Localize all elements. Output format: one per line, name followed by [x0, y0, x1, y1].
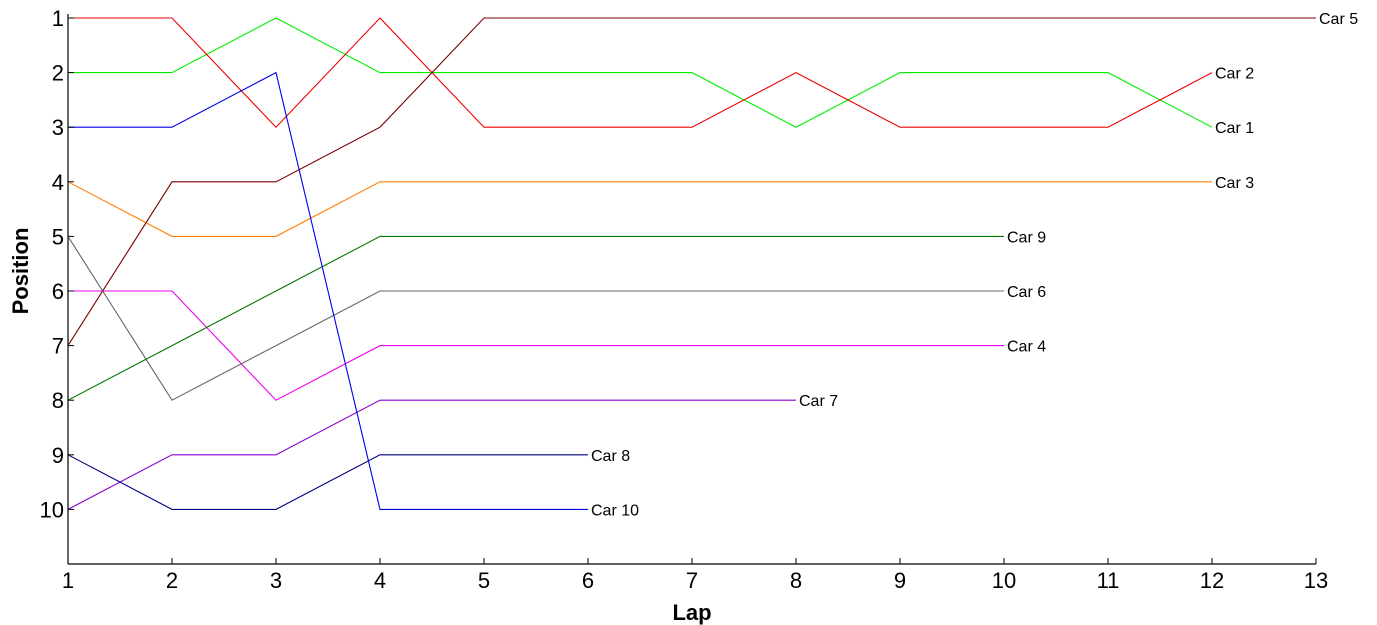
x-tick-label: 4 [374, 568, 386, 593]
series-label-car-2: Car 2 [1215, 66, 1254, 83]
series-line-car-3 [67, 181, 1212, 237]
series-line-car-4 [68, 290, 1004, 401]
series-lines [67, 17, 1316, 510]
y-tick-label: 4 [52, 170, 64, 195]
y-tick-label: 8 [52, 388, 64, 413]
series-line-car-7 [67, 399, 796, 510]
x-tick-label: 2 [166, 568, 178, 593]
series-label-car-8: Car 8 [591, 448, 630, 465]
series-label-car-1: Car 1 [1215, 120, 1254, 137]
y-axis-ticks: 1 2 3 4 5 6 7 8 9 10 [40, 6, 74, 522]
x-tick-label: 11 [1097, 568, 1120, 593]
series-line-car-1 [68, 17, 1213, 128]
y-tick-label: 10 [40, 497, 64, 522]
series-line-car-9 [67, 235, 1004, 401]
x-tick-label: 5 [478, 568, 490, 593]
series-label-car-5: Car 5 [1319, 11, 1358, 28]
series-line-car-10 [68, 71, 588, 510]
series-label-car-7: Car 7 [799, 393, 838, 410]
series-label-car-6: Car 6 [1007, 284, 1046, 301]
x-tick-label: 7 [686, 568, 698, 593]
x-tick-label: 12 [1200, 568, 1224, 593]
series-label-car-4: Car 4 [1007, 339, 1046, 356]
series-label-car-10: Car 10 [591, 502, 639, 519]
y-tick-label: 2 [52, 61, 64, 86]
x-tick-label: 10 [992, 568, 1016, 593]
x-tick-label: 6 [582, 568, 594, 593]
y-tick-label: 5 [52, 224, 64, 249]
y-tick-label: 1 [52, 6, 64, 31]
axes [67, 14, 1316, 565]
y-tick-label: 9 [52, 443, 64, 468]
x-axis-title: Lap [672, 600, 711, 625]
x-axis-ticks: 1 2 3 4 5 6 7 8 9 10 11 12 13 [62, 558, 1328, 593]
x-tick-label: 1 [62, 568, 74, 593]
series-line-car-6 [67, 236, 1004, 401]
y-tick-label: 7 [52, 334, 64, 359]
y-axis-title: Position [8, 228, 33, 315]
series-label-car-9: Car 9 [1007, 229, 1046, 246]
x-tick-label: 3 [270, 568, 282, 593]
x-tick-label: 13 [1304, 568, 1328, 593]
series-line-car-2 [68, 17, 1213, 128]
x-tick-label: 8 [790, 568, 802, 593]
series-line-car-5 [67, 17, 1316, 346]
series-end-labels: Car 1 Car 2 Car 3 Car 4 Car 5 Car 6 Car 7 Car 8… [591, 11, 1358, 519]
y-tick-label: 3 [52, 115, 64, 140]
series-line-car-8 [67, 454, 588, 510]
x-tick-label: 9 [894, 568, 906, 593]
y-tick-label: 6 [52, 279, 64, 304]
series-label-car-3: Car 3 [1215, 175, 1254, 192]
